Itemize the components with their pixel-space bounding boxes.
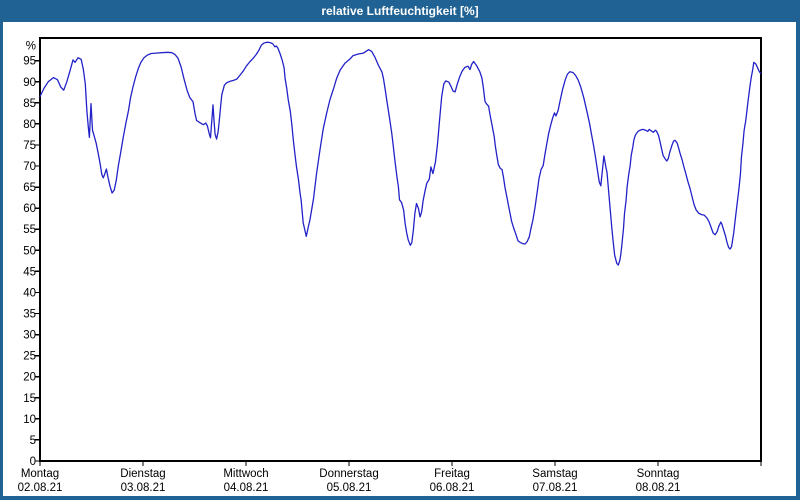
y-tick-label-70: 70 xyxy=(23,161,36,173)
x-day-date-5: 07.08.21 xyxy=(533,482,578,494)
axis-ticks-group xyxy=(35,59,762,466)
x-day-date-0: 02.08.21 xyxy=(18,482,63,494)
y-tick-label-95: 95 xyxy=(23,56,36,68)
y-tick-label-60: 60 xyxy=(23,203,36,215)
titlebar: relative Luftfeuchtigkeit [%] xyxy=(0,0,800,22)
x-day-name-1: Dienstag xyxy=(120,468,165,480)
x-day-name-3: Donnerstag xyxy=(319,468,378,480)
x-axis-labels-group: Montag 02.08.21 Dienstag 03.08.21 Mittwoch 04… xyxy=(18,468,681,494)
y-tick-label-15: 15 xyxy=(23,393,36,405)
x-day-name-6: Sonntag xyxy=(637,468,680,480)
y-tick-label-30: 30 xyxy=(23,330,36,342)
x-day-name-2: Mittwoch xyxy=(223,468,268,480)
plot-area xyxy=(39,37,762,462)
y-tick-label-65: 65 xyxy=(23,182,36,194)
y-tick-label-35: 35 xyxy=(23,309,36,321)
x-day-date-2: 04.08.21 xyxy=(224,482,269,494)
window-border-left xyxy=(0,22,3,500)
y-tick-label-55: 55 xyxy=(23,224,36,236)
x-day-name-4: Freitag xyxy=(434,468,470,480)
y-tick-label-90: 90 xyxy=(23,77,36,89)
x-day-date-3: 05.08.21 xyxy=(327,482,372,494)
x-day-date-4: 06.08.21 xyxy=(430,482,475,494)
y-tick-label-5: 5 xyxy=(30,435,36,447)
y-tick-label-20: 20 xyxy=(23,372,36,384)
x-day-date-1: 03.08.21 xyxy=(121,482,166,494)
y-tick-label-45: 45 xyxy=(23,266,36,278)
y-tick-label-75: 75 xyxy=(23,140,36,152)
y-tick-label-40: 40 xyxy=(23,287,36,299)
y-axis-unit-label: % xyxy=(26,41,36,53)
y-tick-label-50: 50 xyxy=(23,245,36,257)
y-tick-label-85: 85 xyxy=(23,98,36,110)
y-axis-labels-group: 0 5 10 15 20 25 30 35 40 45 50 55 60 65 70 75 80 85 90 95% xyxy=(23,41,36,468)
y-tick-label-25: 25 xyxy=(23,351,36,363)
y-tick-label-80: 80 xyxy=(23,119,36,131)
series-group xyxy=(39,41,762,266)
window-title: relative Luftfeuchtigkeit [%] xyxy=(321,4,479,18)
y-tick-label-10: 10 xyxy=(23,414,36,426)
window-border-right xyxy=(796,22,800,500)
y-tick-label-0: 0 xyxy=(30,456,36,468)
series-line-relative Luftfeuchtigkeit xyxy=(39,41,762,266)
x-day-name-5: Samstag xyxy=(532,468,577,480)
plot-frame-group xyxy=(39,37,762,462)
window-border-bottom xyxy=(0,496,800,500)
x-day-date-6: 08.08.21 xyxy=(636,482,681,494)
x-day-name-0: Montag xyxy=(21,468,59,480)
